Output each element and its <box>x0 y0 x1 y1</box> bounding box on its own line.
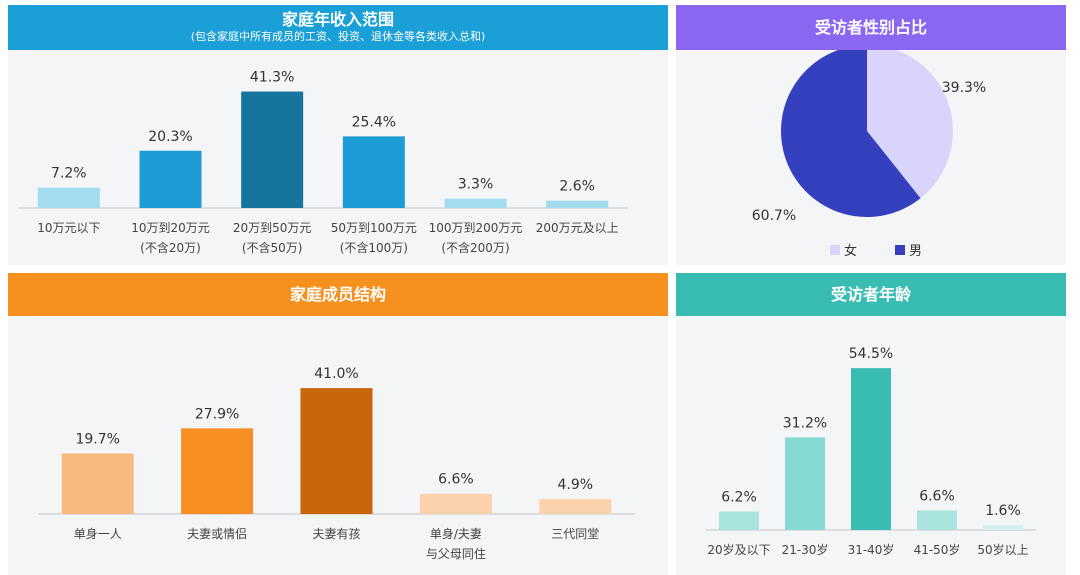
bar <box>785 437 825 530</box>
legend-swatch <box>895 245 905 255</box>
family-header: 家庭成员结构 <box>8 273 668 316</box>
category-label: 夫妻有孩 <box>312 527 360 541</box>
slice-label: 39.3% <box>942 80 986 96</box>
category-label: 21-30岁 <box>782 542 829 557</box>
bar <box>139 150 202 208</box>
category-label: (不含100万) <box>340 240 408 255</box>
income-chart: 7.2% 10万元以下 20.3% 10万到20万元 (不含20万) 41.3% 20万到5… <box>18 70 628 255</box>
category-label: (不含200万) <box>441 240 509 255</box>
category-label: 单身/夫妻 <box>430 526 482 541</box>
data-label: 31.2% <box>783 415 827 431</box>
bar <box>983 525 1023 530</box>
bar <box>342 136 405 208</box>
income-panel: 家庭年收入范围 (包含家庭中所有成员的工资、投资、退休金等各类收入总和) 7.2… <box>8 5 668 265</box>
category-label: 20万到50万元 <box>233 221 312 235</box>
bar <box>539 498 612 514</box>
data-label: 20.3% <box>148 129 192 145</box>
legend-label: 男 <box>909 244 922 259</box>
category-label: 三代同堂 <box>551 527 599 541</box>
income-subtitle: (包含家庭中所有成员的工资、投资、退休金等各类收入总和) <box>190 30 486 43</box>
age-panel: 受访者年龄 6.2% 20岁及以下 31.2% 21-30岁 54.5% 31-40岁 6.… <box>676 273 1066 575</box>
gender-title: 受访者性别占比 <box>814 18 927 37</box>
bar <box>61 453 134 514</box>
data-label: 6.6% <box>438 472 474 488</box>
legend-label: 女 <box>844 243 857 259</box>
bar <box>851 368 891 530</box>
slice-label: 60.7% <box>752 208 796 224</box>
category-label: (不含20万) <box>140 240 201 255</box>
data-label: 54.5% <box>849 346 893 362</box>
bar <box>300 388 373 514</box>
bar <box>444 198 507 208</box>
data-label: 6.2% <box>721 490 757 506</box>
category-label: 31-40岁 <box>848 542 895 557</box>
data-label: 2.6% <box>559 179 595 195</box>
bar <box>181 428 254 514</box>
category-label: 41-50岁 <box>914 542 961 557</box>
age-title: 受访者年龄 <box>830 285 911 304</box>
category-label: 200万元及以上 <box>536 221 619 235</box>
category-label: (不含50万) <box>242 240 303 255</box>
category-label: 10万元以下 <box>37 221 100 235</box>
income-title: 家庭年收入范围 <box>281 10 394 29</box>
category-label: 单身一人 <box>74 526 122 541</box>
category-label: 夫妻或情侣 <box>187 526 247 541</box>
gender-header: 受访者性别占比 <box>676 5 1066 50</box>
data-label: 41.0% <box>314 366 358 382</box>
legend-swatch <box>830 245 840 255</box>
bar <box>241 91 304 208</box>
bar <box>37 187 100 208</box>
data-label: 3.3% <box>458 177 494 193</box>
category-label: 50万到100万元 <box>331 221 417 235</box>
age-chart: 6.2% 20岁及以下 31.2% 21-30岁 54.5% 31-40岁 6.6% 41-5… <box>706 346 1036 557</box>
family-title: 家庭成员结构 <box>289 285 386 304</box>
income-header: 家庭年收入范围 (包含家庭中所有成员的工资、投资、退休金等各类收入总和) <box>8 5 668 50</box>
bar <box>546 200 609 208</box>
data-label: 41.3% <box>250 70 294 86</box>
data-label: 6.6% <box>919 488 955 504</box>
bar <box>719 511 759 530</box>
bar <box>419 493 492 514</box>
bar <box>917 510 957 530</box>
data-label: 1.6% <box>985 503 1021 519</box>
data-label: 25.4% <box>352 114 396 130</box>
data-label: 19.7% <box>75 432 119 448</box>
gender-chart: 39.3% 60.7% 女 男 <box>752 50 986 259</box>
age-header: 受访者年龄 <box>676 273 1066 316</box>
data-label: 7.2% <box>51 166 87 182</box>
data-label: 4.9% <box>558 477 594 493</box>
pie-slice <box>781 50 921 217</box>
category-label: 100万到200万元 <box>429 221 523 235</box>
category-label: 20岁及以下 <box>707 542 770 557</box>
category-label: 10万到20万元 <box>131 221 210 235</box>
family-panel: 家庭成员结构 19.7% 单身一人 27.9% 夫妻或情侣 41.0% 夫妻有孩 6.6% 单… <box>8 273 668 575</box>
pie-slice <box>867 50 953 199</box>
family-chart: 19.7% 单身一人 27.9% 夫妻或情侣 41.0% 夫妻有孩 6.6% 单身/夫妻与父母… <box>38 366 635 561</box>
category-label: 50岁以上 <box>977 542 1028 557</box>
data-label: 27.9% <box>195 406 239 422</box>
category-label: 与父母同住 <box>426 547 486 561</box>
gender-panel: 受访者性别占比 39.3% 60.7% 女 男 <box>676 5 1066 265</box>
